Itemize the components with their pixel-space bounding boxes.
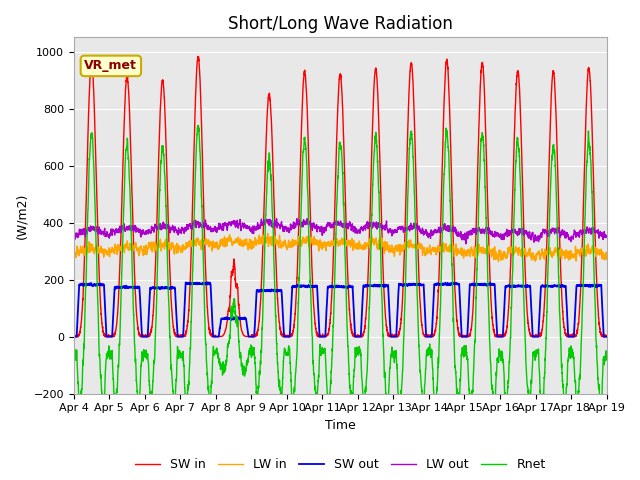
Line: SW out: SW out xyxy=(74,282,607,336)
LW out xyxy=(321,227,328,232)
Rnet xyxy=(602,348,610,354)
Line: LW in: LW in xyxy=(74,233,607,262)
SW out xyxy=(70,334,77,339)
LW out xyxy=(602,234,610,240)
SW in xyxy=(460,334,467,339)
SW out xyxy=(602,334,610,339)
LW out xyxy=(490,231,498,237)
LW in xyxy=(166,244,173,250)
Rnet xyxy=(490,402,498,408)
LW in xyxy=(264,230,271,236)
SW out xyxy=(204,279,212,285)
LW out xyxy=(603,233,611,239)
Rnet xyxy=(76,408,83,414)
LW in xyxy=(70,250,77,255)
Rnet xyxy=(166,328,173,334)
SW out xyxy=(321,334,328,339)
Rnet xyxy=(460,354,467,360)
SW in xyxy=(490,327,498,333)
Line: SW in: SW in xyxy=(74,56,607,336)
Rnet xyxy=(603,357,611,363)
Text: VR_met: VR_met xyxy=(84,60,138,72)
LW in xyxy=(495,259,502,264)
LW out xyxy=(460,235,467,241)
LW in xyxy=(460,252,467,258)
SW out xyxy=(430,288,438,293)
LW out xyxy=(166,224,173,230)
Rnet xyxy=(321,347,328,353)
LW in xyxy=(603,256,611,262)
LW in xyxy=(321,240,328,246)
Legend: SW in, LW in, SW out, LW out, Rnet: SW in, LW in, SW out, LW out, Rnet xyxy=(130,454,550,477)
LW out xyxy=(430,228,438,234)
LW in xyxy=(430,246,438,252)
Line: LW out: LW out xyxy=(74,218,607,244)
SW in xyxy=(70,333,77,339)
SW in xyxy=(603,334,611,339)
Rnet xyxy=(430,396,438,402)
SW in xyxy=(195,53,202,59)
SW in xyxy=(321,334,328,339)
SW out xyxy=(460,334,467,339)
Y-axis label: (W/m2): (W/m2) xyxy=(15,192,28,239)
SW in xyxy=(166,261,173,266)
SW out xyxy=(166,286,173,291)
LW out xyxy=(303,216,311,221)
X-axis label: Time: Time xyxy=(324,419,356,432)
Rnet xyxy=(195,122,202,128)
Title: Short/Long Wave Radiation: Short/Long Wave Radiation xyxy=(228,15,452,33)
SW out xyxy=(603,334,611,339)
SW in xyxy=(430,331,438,337)
LW in xyxy=(490,255,497,261)
LW in xyxy=(602,250,610,255)
SW in xyxy=(70,334,77,339)
SW in xyxy=(602,333,610,338)
LW out xyxy=(70,232,77,238)
SW out xyxy=(490,281,497,287)
LW out xyxy=(462,241,470,247)
Line: Rnet: Rnet xyxy=(74,125,607,411)
Rnet xyxy=(70,351,77,357)
